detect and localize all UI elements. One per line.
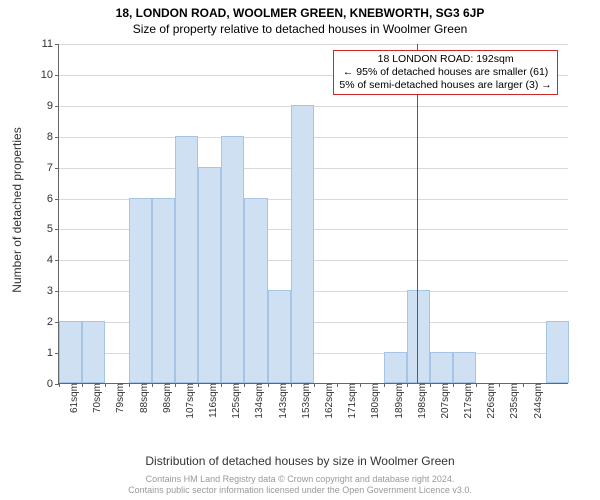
xtick-mark [314,383,315,387]
bar [82,321,105,383]
page-title: 18, LONDON ROAD, WOOLMER GREEN, KNEBWORT… [0,0,600,20]
gridline-h [59,44,568,45]
bar [407,290,430,383]
xtick-mark [291,383,292,387]
ytick-mark [55,137,59,138]
xtick-label: 79sqm [109,383,126,413]
bar [198,167,221,383]
ytick-label: 6 [47,193,53,205]
ytick-label: 4 [47,254,53,266]
ytick-label: 10 [41,69,53,81]
xtick-label: 88sqm [133,383,150,413]
bar [546,321,569,383]
xtick-label: 61sqm [63,383,80,413]
xtick-mark [430,383,431,387]
ytick-label: 11 [42,38,53,50]
xtick-label: 70sqm [86,383,103,413]
bar [453,352,476,383]
xtick-mark [198,383,199,387]
ytick-mark [55,44,59,45]
bar [268,290,291,383]
annotation-line-3: 5% of semi-detached houses are larger (3… [339,79,551,92]
ytick-label: 7 [47,162,53,174]
xtick-mark [499,383,500,387]
xtick-label: 134sqm [248,383,265,419]
xtick-label: 107sqm [179,383,196,419]
ytick-mark [55,106,59,107]
xtick-label: 235sqm [503,383,520,419]
annotation-line-2: ← 95% of detached houses are smaller (61… [339,66,551,79]
xtick-label: 198sqm [411,383,428,419]
bar [244,198,267,383]
ytick-label: 8 [47,131,53,143]
xtick-mark [523,383,524,387]
xtick-label: 125sqm [225,383,242,419]
x-axis-label: Distribution of detached houses by size … [0,454,600,468]
xtick-label: 171sqm [341,383,358,419]
footer-line-2: Contains public sector information licen… [0,485,600,496]
xtick-mark [360,383,361,387]
xtick-mark [384,383,385,387]
chart: 0123456789101161sqm70sqm79sqm88sqm98sqm1… [58,44,568,384]
y-axis-label: Number of detached properties [10,127,24,292]
ytick-mark [55,75,59,76]
xtick-mark [407,383,408,387]
xtick-mark [337,383,338,387]
xtick-mark [221,383,222,387]
xtick-label: 180sqm [364,383,381,419]
xtick-label: 189sqm [388,383,405,419]
ytick-label: 5 [47,223,53,235]
ytick-label: 3 [47,285,53,297]
bar [175,136,198,383]
xtick-mark [82,383,83,387]
bar [221,136,244,383]
ytick-mark [55,199,59,200]
bar [152,198,175,383]
bar [59,321,82,383]
bar [291,105,314,383]
xtick-mark [175,383,176,387]
xtick-mark [453,383,454,387]
xtick-mark [244,383,245,387]
annotation-line-1: 18 LONDON ROAD: 192sqm [339,53,551,66]
ytick-mark [55,260,59,261]
ytick-label: 9 [47,100,53,112]
xtick-label: 143sqm [272,383,289,419]
xtick-label: 153sqm [295,383,312,419]
ytick-mark [55,168,59,169]
xtick-label: 116sqm [202,383,219,418]
bar [129,198,152,383]
ytick-mark [55,229,59,230]
annotation-box: 18 LONDON ROAD: 192sqm ← 95% of detached… [333,50,557,95]
ytick-label: 0 [47,378,53,390]
xtick-mark [129,383,130,387]
footer-line-1: Contains HM Land Registry data © Crown c… [0,474,600,485]
ytick-mark [55,291,59,292]
footer: Contains HM Land Registry data © Crown c… [0,474,600,496]
xtick-label: 207sqm [434,383,451,419]
ytick-label: 1 [47,347,53,359]
xtick-mark [268,383,269,387]
xtick-mark [152,383,153,387]
xtick-label: 98sqm [156,383,173,413]
xtick-label: 162sqm [318,383,335,419]
xtick-mark [59,383,60,387]
bar [430,352,453,383]
xtick-mark [476,383,477,387]
xtick-mark [105,383,106,387]
xtick-label: 217sqm [457,383,474,419]
bar [384,352,407,383]
ytick-label: 2 [47,316,53,328]
page-subtitle: Size of property relative to detached ho… [0,20,600,36]
xtick-label: 244sqm [527,383,544,419]
xtick-label: 226sqm [480,383,497,419]
